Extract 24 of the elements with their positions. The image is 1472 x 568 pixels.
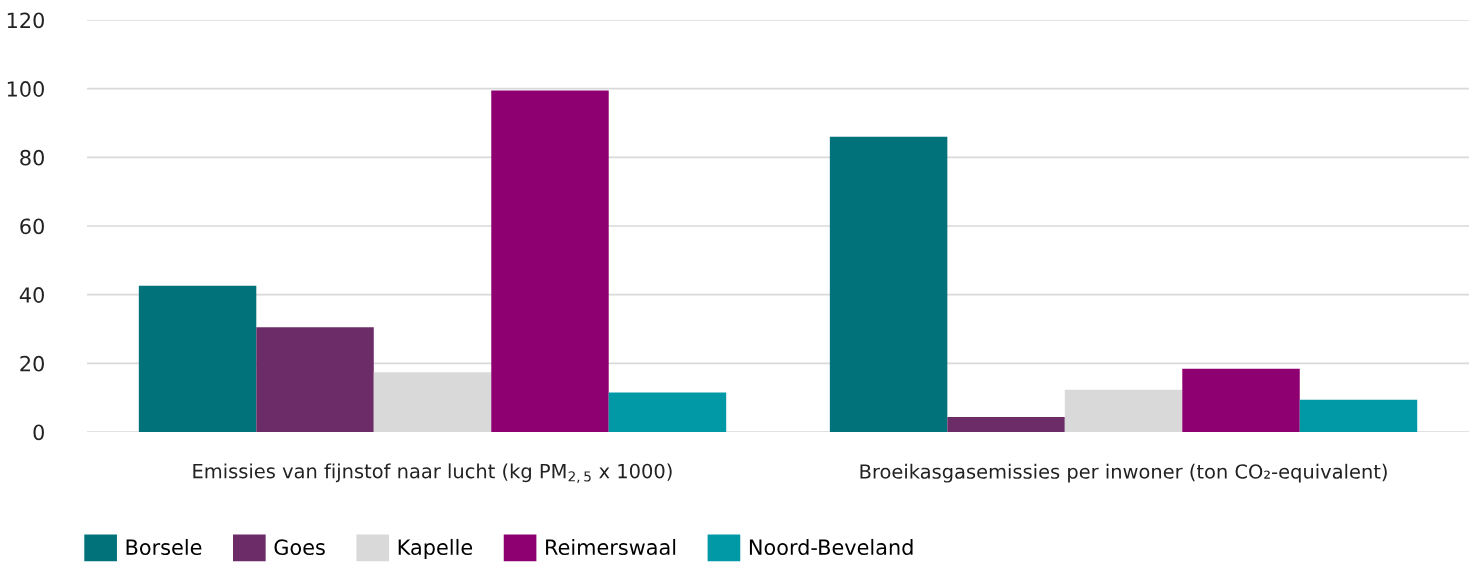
bar — [1064, 389, 1183, 432]
bar — [1299, 399, 1418, 432]
y-tick-label: 80 — [20, 149, 44, 166]
bar — [256, 327, 374, 432]
y-tick-label: 40 — [19, 287, 44, 303]
bar — [829, 136, 948, 432]
y-tick-label: 20 — [20, 355, 44, 372]
bar — [947, 416, 1065, 432]
y-tick-label: 120 — [7, 12, 44, 29]
x-tick-label: Broeikasgasemissies per inwoner (ton CO₂-equivalent) — [860, 463, 1387, 483]
legend-label: Reimerswaal — [546, 538, 676, 556]
legend-label: Goes — [274, 539, 325, 556]
x-tick-label: Emissies van fijnstof naar lucht (kg PM$_{2,5}$ x 1000) — [193, 463, 672, 483]
bar — [1182, 368, 1300, 432]
legend-label: Kapelle — [398, 538, 473, 560]
legend-label: Noord-Beveland — [749, 538, 913, 556]
y-tick-label: 0 — [33, 424, 44, 441]
bar — [373, 372, 492, 432]
y-tick-label: 60 — [20, 218, 44, 235]
bar — [138, 285, 257, 432]
bar — [491, 90, 609, 432]
bar — [608, 392, 727, 432]
legend-label: Borsele — [126, 538, 202, 556]
y-tick-label: 100 — [7, 81, 44, 97]
